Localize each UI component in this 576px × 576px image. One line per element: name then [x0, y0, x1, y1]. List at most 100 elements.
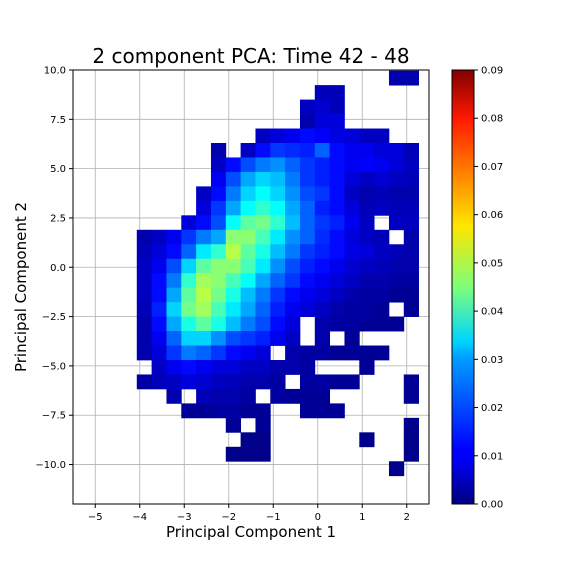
heatmap-cell	[255, 374, 271, 390]
heatmap-cell	[210, 143, 227, 158]
heatmap-cell	[359, 128, 375, 144]
heatmap-cell	[329, 287, 345, 303]
heatmap-cell	[225, 374, 242, 390]
heatmap-cell	[285, 215, 301, 231]
heatmap-cell	[344, 186, 360, 202]
heatmap-cell	[299, 287, 316, 303]
heatmap-cell	[359, 302, 375, 317]
heatmap-cell	[329, 99, 345, 115]
heatmap-cell	[285, 128, 301, 144]
x-tick-label: 2	[404, 512, 410, 523]
y-tick-label: 2.5	[50, 213, 66, 224]
heatmap-cell	[285, 157, 301, 173]
heatmap-cell	[225, 215, 242, 231]
heatmap-cell	[196, 200, 212, 216]
heatmap-cell	[240, 258, 256, 274]
heatmap-cell	[240, 360, 256, 375]
heatmap-cell	[255, 287, 271, 303]
heatmap-cell	[329, 229, 345, 245]
heatmap-cell	[225, 200, 242, 216]
heatmap-cell	[299, 171, 316, 187]
heatmap-cell	[314, 215, 331, 231]
heatmap-cell	[403, 186, 420, 202]
heatmap-cell	[344, 157, 360, 173]
heatmap-cell	[270, 302, 286, 317]
heatmap-cell	[210, 244, 227, 260]
heatmap-cell	[136, 345, 153, 361]
heatmap-cell	[270, 360, 286, 375]
heatmap-cell	[166, 331, 182, 346]
heatmap-cell	[181, 331, 197, 346]
heatmap-cell	[285, 244, 301, 260]
heatmap-cell	[299, 244, 316, 260]
heatmap-cell	[285, 258, 301, 274]
heatmap-cell	[388, 258, 405, 274]
heatmap-cell	[181, 345, 197, 361]
heatmap-cell	[344, 229, 360, 245]
heatmap-cell	[314, 388, 331, 404]
heatmap-cell	[329, 316, 345, 332]
heatmap-cell	[240, 388, 256, 404]
heatmap-cell	[196, 229, 212, 245]
heatmap-cell	[151, 244, 167, 260]
heatmap-cell	[255, 258, 271, 274]
y-tick-label: −10.0	[35, 460, 66, 471]
heatmap-cell	[240, 345, 256, 361]
heatmap-cell	[299, 273, 316, 289]
heatmap-cell	[314, 143, 331, 158]
heatmap-cell	[136, 273, 153, 289]
heatmap-cell	[196, 287, 212, 303]
colorbar-tick-label: 0.06	[481, 210, 503, 221]
heatmap-cell	[359, 258, 375, 274]
heatmap-cell	[255, 200, 271, 216]
heatmap-cell	[240, 157, 256, 173]
heatmap-cell	[403, 432, 420, 448]
x-tick-label: −2	[221, 512, 236, 523]
heatmap-cell	[255, 331, 271, 346]
heatmap-cell	[329, 403, 345, 419]
heatmap-cell	[403, 388, 420, 404]
heatmap-cell	[240, 244, 256, 260]
x-tick-label: −1	[266, 512, 281, 523]
heatmap-cell	[359, 287, 375, 303]
heatmap-cell	[196, 345, 212, 361]
heatmap-cell	[374, 287, 390, 303]
heatmap-cell	[314, 229, 331, 245]
heatmap-cell	[240, 186, 256, 202]
heatmap-cell	[403, 446, 420, 462]
heatmap-cell	[344, 258, 360, 274]
heatmap-cell	[403, 244, 420, 260]
heatmap-cell	[299, 200, 316, 216]
heatmap-cell	[151, 345, 167, 361]
heatmap-cell	[403, 302, 420, 317]
heatmap-cell	[403, 417, 420, 433]
heatmap-cell	[255, 229, 271, 245]
heatmap-cell	[166, 345, 182, 361]
heatmap-cell	[210, 360, 227, 375]
heatmap-cell	[181, 215, 197, 231]
heatmap-cell	[388, 200, 405, 216]
heatmap-cell	[240, 143, 256, 158]
heatmap-cell	[374, 273, 390, 289]
heatmap-cell	[181, 403, 197, 419]
heatmap-cell	[329, 171, 345, 187]
heatmap-cell	[136, 229, 153, 245]
heatmap-cell	[403, 157, 420, 173]
heatmap-cell	[270, 157, 286, 173]
heatmap-cell	[225, 446, 242, 462]
heatmap-cell	[166, 287, 182, 303]
heatmap-cell	[270, 128, 286, 144]
heatmap-cell	[196, 273, 212, 289]
heatmap-cell	[196, 258, 212, 274]
heatmap-cell	[314, 186, 331, 202]
heatmap-cell	[359, 360, 375, 375]
heatmap-cell	[210, 403, 227, 419]
heatmap-cell	[329, 273, 345, 289]
heatmap-cell	[388, 461, 405, 477]
heatmap-cell	[329, 128, 345, 144]
y-tick-label: −2.5	[42, 312, 66, 323]
heatmap-cell	[299, 143, 316, 158]
colorbar-tick-label: 0.08	[481, 114, 503, 125]
heatmap-cell	[285, 273, 301, 289]
